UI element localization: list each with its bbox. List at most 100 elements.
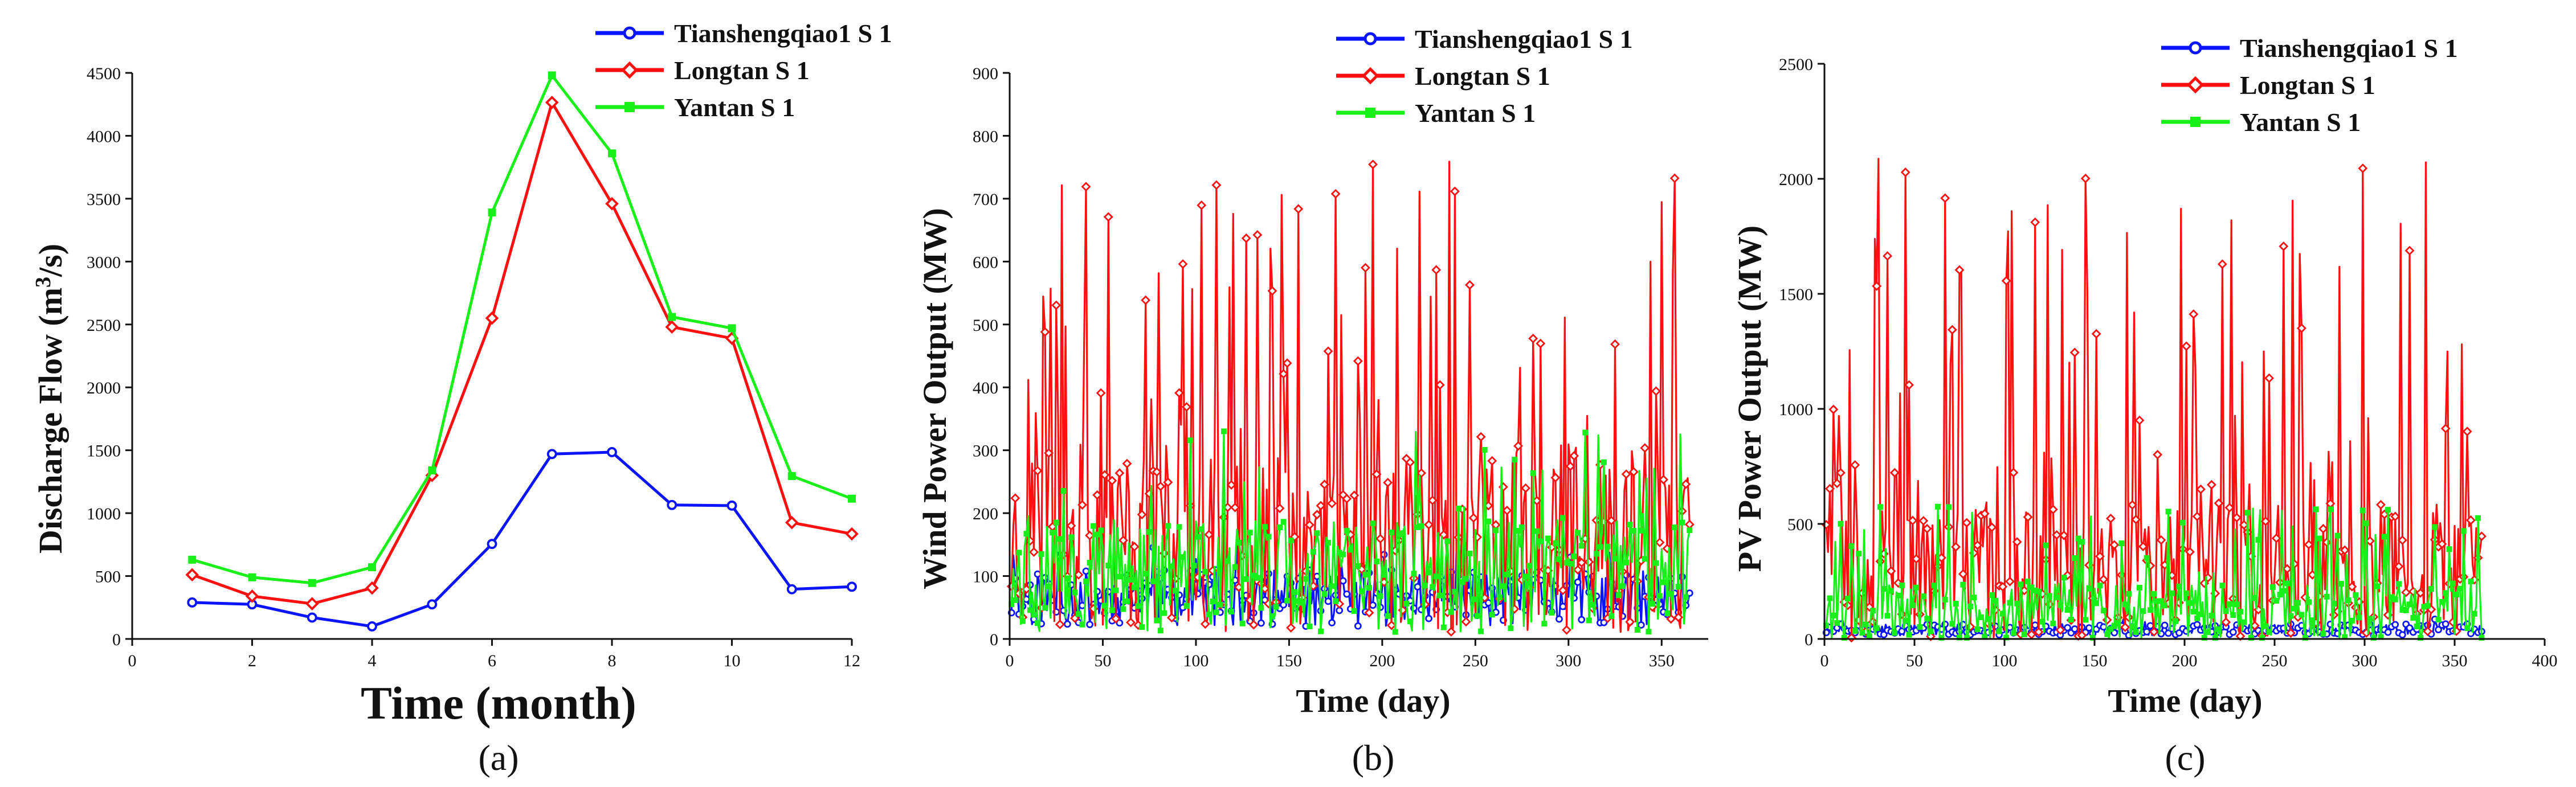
data-point-b-2-172: [1329, 583, 1335, 589]
data-point-c-2-308: [2378, 634, 2384, 640]
ylabel-b: Wind Power Output (MW): [916, 208, 953, 589]
data-point-c-2-122: [2043, 542, 2049, 548]
data-point-c-2-144: [2083, 617, 2089, 623]
data-point-a-0-11: [847, 581, 857, 592]
data-point-c-2-130: [2057, 602, 2063, 608]
data-point-b-2-14: [1035, 620, 1041, 626]
data-point-c-1-6: [1832, 478, 1842, 489]
data-point-b-1-204: [1386, 620, 1397, 630]
data-point-b-0-186: [1354, 622, 1362, 630]
data-point-b-2-228: [1433, 573, 1439, 580]
x-tick-label-a-5: 10: [724, 651, 741, 670]
y-tick-label-b-5: 500: [973, 316, 998, 335]
data-point-c-2-112: [2025, 579, 2031, 585]
x-tick-label-a-1: 2: [248, 651, 256, 670]
data-point-c-1-204: [2189, 309, 2199, 319]
data-point-b-2-230: [1437, 592, 1443, 599]
data-point-b-1-104: [1200, 619, 1210, 629]
y-tick-label-a-2: 1000: [87, 505, 121, 523]
data-point-c-1-224: [2224, 503, 2235, 513]
data-point-c-2-124: [2047, 593, 2052, 599]
data-point-c-1-308: [2375, 499, 2386, 510]
data-point-b-2-300: [1567, 560, 1574, 567]
data-point-c-2-180: [2147, 607, 2153, 613]
data-point-b-1-348: [1655, 538, 1665, 547]
data-point-c-2-276: [2320, 630, 2326, 637]
data-point-b-2-52: [1105, 563, 1112, 569]
data-point-b-2-42: [1087, 560, 1093, 566]
data-point-b-2-334: [1631, 527, 1637, 534]
data-point-b-1-126: [1241, 233, 1251, 243]
data-point-c-2-96: [1996, 628, 2002, 634]
data-point-c-2-18: [1856, 551, 1862, 557]
data-point-b-1-266: [1502, 505, 1512, 515]
panel-label-a: (a): [478, 737, 519, 778]
data-point-b-2-244: [1463, 576, 1469, 582]
data-point-b-1-50: [1100, 470, 1110, 480]
data-point-c-1-232: [2239, 520, 2249, 530]
data-point-c-2-152: [2097, 583, 2103, 589]
y-tick-label-a-5: 2500: [87, 316, 121, 335]
y-tick-label-b-8: 800: [973, 127, 998, 146]
data-point-b-2-108: [1210, 599, 1216, 605]
data-point-c-2-126: [2050, 620, 2056, 626]
data-point-b-2-164: [1314, 530, 1320, 536]
xlabel-a: Time (month): [361, 677, 636, 729]
data-point-b-1-46: [1092, 490, 1103, 500]
data-point-c-2-224: [2227, 601, 2232, 607]
data-point-b-2-264: [1500, 583, 1507, 589]
data-point-c-2-46: [1906, 632, 1912, 638]
data-point-c-2-252: [2277, 592, 2283, 598]
data-point-c-2-226: [2230, 612, 2236, 618]
data-point-c-2-332: [2421, 604, 2427, 610]
data-point-b-2-94: [1183, 603, 1190, 609]
data-point-b-2-46: [1094, 531, 1100, 538]
data-point-c-2-324: [2407, 601, 2412, 608]
data-point-b-2-242: [1459, 579, 1465, 585]
data-point-b-2-168: [1321, 591, 1328, 597]
data-point-b-2-292: [1552, 540, 1558, 546]
data-point-b-2-96: [1187, 437, 1194, 444]
data-point-c-1-334: [2423, 626, 2433, 637]
data-point-b-2-202: [1385, 613, 1391, 619]
data-point-c-1-316: [2390, 511, 2401, 522]
data-point-b-1-26: [1055, 620, 1065, 629]
data-point-b-2-128: [1247, 530, 1253, 536]
data-point-b-2-136: [1262, 524, 1268, 530]
data-point-b-1-52: [1103, 212, 1113, 222]
data-point-b-1-172: [1327, 498, 1337, 509]
data-point-c-2-166: [2122, 601, 2128, 608]
data-point-c-2-202: [2187, 600, 2193, 606]
data-point-b-2-336: [1634, 626, 1640, 633]
data-point-c-2-170: [2129, 624, 2136, 630]
data-point-c-2-356: [2464, 625, 2471, 632]
data-point-c-2-260: [2291, 605, 2297, 612]
data-point-b-1-102: [1197, 200, 1207, 210]
data-point-c-2-116: [2032, 587, 2038, 593]
data-point-b-1-190: [1360, 263, 1370, 273]
data-point-b-1-120: [1230, 502, 1240, 513]
data-point-c-2-228: [2234, 601, 2240, 608]
data-point-c-2-120: [2039, 618, 2046, 625]
data-point-b-1-196: [1371, 469, 1382, 479]
data-point-a-2-10: [787, 472, 796, 480]
data-point-b-1-228: [1431, 265, 1442, 275]
data-point-b-2-358: [1675, 584, 1681, 590]
data-point-a-1-10: [785, 515, 799, 530]
data-point-b-2-226: [1430, 584, 1436, 590]
data-point-c-2-48: [1909, 602, 1916, 608]
data-point-b-1-248: [1468, 513, 1479, 523]
legend-label-b-2: Yantan S 1: [1415, 99, 1536, 128]
data-point-c-1-320: [2397, 535, 2407, 546]
data-point-b-2-322: [1608, 613, 1614, 619]
data-point-c-2-216: [2212, 634, 2218, 641]
data-point-b-1-140: [1267, 286, 1277, 296]
data-point-c-2-2: [1827, 595, 1833, 601]
data-point-c-1-132: [2059, 530, 2069, 540]
data-point-c-2-254: [2280, 588, 2287, 594]
data-point-c-2-176: [2140, 608, 2146, 614]
x-tick-label-b-7: 350: [1649, 651, 1675, 670]
data-point-c-2-30: [1877, 504, 1883, 510]
data-point-c-2-104: [2010, 630, 2016, 636]
data-point-c-1-50: [1911, 554, 1921, 564]
